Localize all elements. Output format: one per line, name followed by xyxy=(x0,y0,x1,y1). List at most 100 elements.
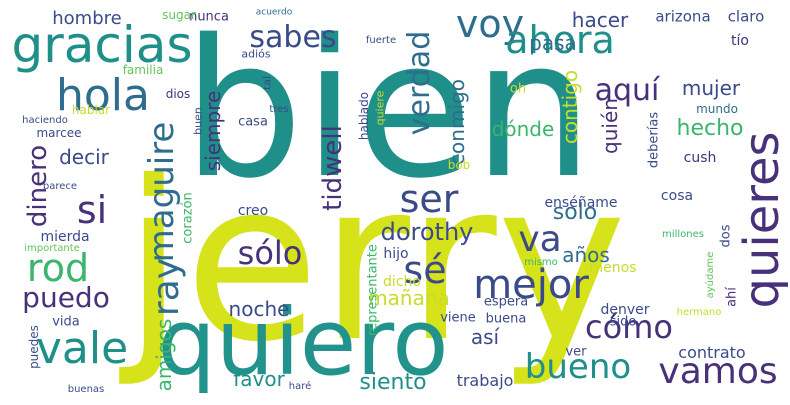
word-corazon: corazón xyxy=(180,192,196,244)
word-ray: ray xyxy=(146,257,187,317)
word-puedo: puedo xyxy=(22,281,110,314)
word-pasa: pasa xyxy=(529,31,577,55)
word-bien: bien xyxy=(182,0,594,220)
word-bob: bob xyxy=(447,158,471,172)
word-hombre: hombre xyxy=(52,8,122,29)
word-dios: dios xyxy=(165,87,191,101)
word-hacer: hacer xyxy=(571,8,629,32)
word-ser: ser xyxy=(399,177,459,221)
word-hermano: hermano xyxy=(676,307,722,318)
word-dorothy: dorothy xyxy=(380,218,474,246)
word-buen: buen xyxy=(191,107,205,135)
word-nunca: nunca xyxy=(189,9,229,25)
word-hola: hola xyxy=(56,70,150,121)
word-maguire: maguire xyxy=(142,121,182,263)
word-anos: años xyxy=(562,243,610,267)
word-importante: importante xyxy=(24,243,80,254)
word-buenas: buenas xyxy=(67,384,105,395)
word-fuerte: fuerte xyxy=(365,35,397,46)
word-ver: ver xyxy=(565,344,587,360)
word-sido: sido xyxy=(609,314,637,330)
word-amigos: amigos xyxy=(152,318,176,392)
word-bueno: bueno xyxy=(524,347,632,387)
word-tres: tres xyxy=(269,104,289,115)
word-parece: parece xyxy=(42,181,78,192)
word-gracias: gracias xyxy=(11,16,193,74)
word-hablado: hablado xyxy=(357,91,371,141)
word-trabajo: trabajo xyxy=(456,371,514,390)
word-se: sé xyxy=(403,248,447,292)
word-tidwell: tidwell xyxy=(318,125,348,211)
word-viene: viene xyxy=(440,310,476,326)
word-contrato: contrato xyxy=(678,343,746,362)
word-acuerdo: acuerdo xyxy=(255,7,293,18)
word-verdad: verdad xyxy=(402,30,437,136)
word-como: cómo xyxy=(585,308,673,346)
word-rod: rod xyxy=(26,246,90,290)
word-asi: así xyxy=(470,325,500,349)
word-dicho: dicho xyxy=(383,274,421,290)
word-familia: familia xyxy=(122,63,164,77)
word-adios: adiós xyxy=(241,47,271,61)
word-mujer: mujer xyxy=(681,76,741,100)
word-solo: solo xyxy=(552,200,598,225)
word-ensename: enséñame xyxy=(544,195,618,211)
word-manana: mañana xyxy=(368,286,450,310)
word-sugar: sugar xyxy=(162,8,196,22)
word-hijo: hijo xyxy=(383,246,409,262)
word-espera: espera xyxy=(483,294,529,310)
word-casa: casa xyxy=(238,114,268,130)
word-vida: vida xyxy=(52,314,80,330)
word-va: va xyxy=(518,219,562,260)
word-hecho: hecho xyxy=(676,116,744,141)
word-oh: oh xyxy=(509,81,527,97)
word-donde: dónde xyxy=(491,117,555,141)
word-representante: representante xyxy=(365,244,381,336)
word-noche: noche xyxy=(228,297,290,321)
word-haciendo: haciendo xyxy=(22,115,68,126)
word-mejor: mejor xyxy=(473,262,589,308)
word-creo: creo xyxy=(237,203,269,219)
word-deberias: deberías xyxy=(646,111,662,169)
word-quien: quién xyxy=(598,98,622,154)
word-si: si xyxy=(76,188,108,232)
word-millones: millones xyxy=(662,229,704,240)
word-siempre: siempre xyxy=(201,90,225,172)
word-cosa: cosa xyxy=(660,188,694,204)
word-vamos: vamos xyxy=(658,351,778,392)
word-hare: haré xyxy=(288,381,312,392)
word-quieres: quieres xyxy=(734,131,790,309)
word-menos: menos xyxy=(589,260,637,276)
word-dos: dos xyxy=(718,224,734,248)
word-quiere: quiere xyxy=(373,90,387,126)
word-mierda: mierda xyxy=(40,229,90,245)
word-tal: tal xyxy=(260,75,274,91)
word-denver: denver xyxy=(600,302,650,318)
word-puedes: puedes xyxy=(27,325,41,369)
word-contigo: contigo xyxy=(558,69,582,145)
word-solo_tilde: sólo xyxy=(237,234,303,272)
word-ahi: ahí xyxy=(724,287,740,307)
word-sabes: sabes xyxy=(249,20,337,55)
word-vale: vale xyxy=(35,323,129,374)
word-decir: decir xyxy=(59,145,109,169)
word-jerry: jerry xyxy=(123,134,627,390)
word-aqui: aquí xyxy=(594,73,660,108)
word-claro: claro xyxy=(727,7,765,26)
word-voy: voy xyxy=(455,2,525,46)
word-quiero: quiero xyxy=(157,289,449,396)
word-mismo: mismo xyxy=(524,257,558,268)
word-cush: cush xyxy=(683,150,717,166)
word-mundo: mundo xyxy=(696,102,738,116)
word-arizona: arizona xyxy=(655,7,711,26)
word-hablar: hablar xyxy=(71,103,111,117)
word-tio: tío xyxy=(731,33,749,49)
word-ayudame: ayúdame xyxy=(705,251,716,299)
word-ahora: ahora xyxy=(505,18,615,62)
word-conmigo: conmigo xyxy=(445,79,469,165)
word-marcee: marcee xyxy=(36,126,82,140)
word-favor: favor xyxy=(233,367,285,391)
word-siento: siento xyxy=(359,370,427,395)
word-buena: buena xyxy=(485,311,527,327)
